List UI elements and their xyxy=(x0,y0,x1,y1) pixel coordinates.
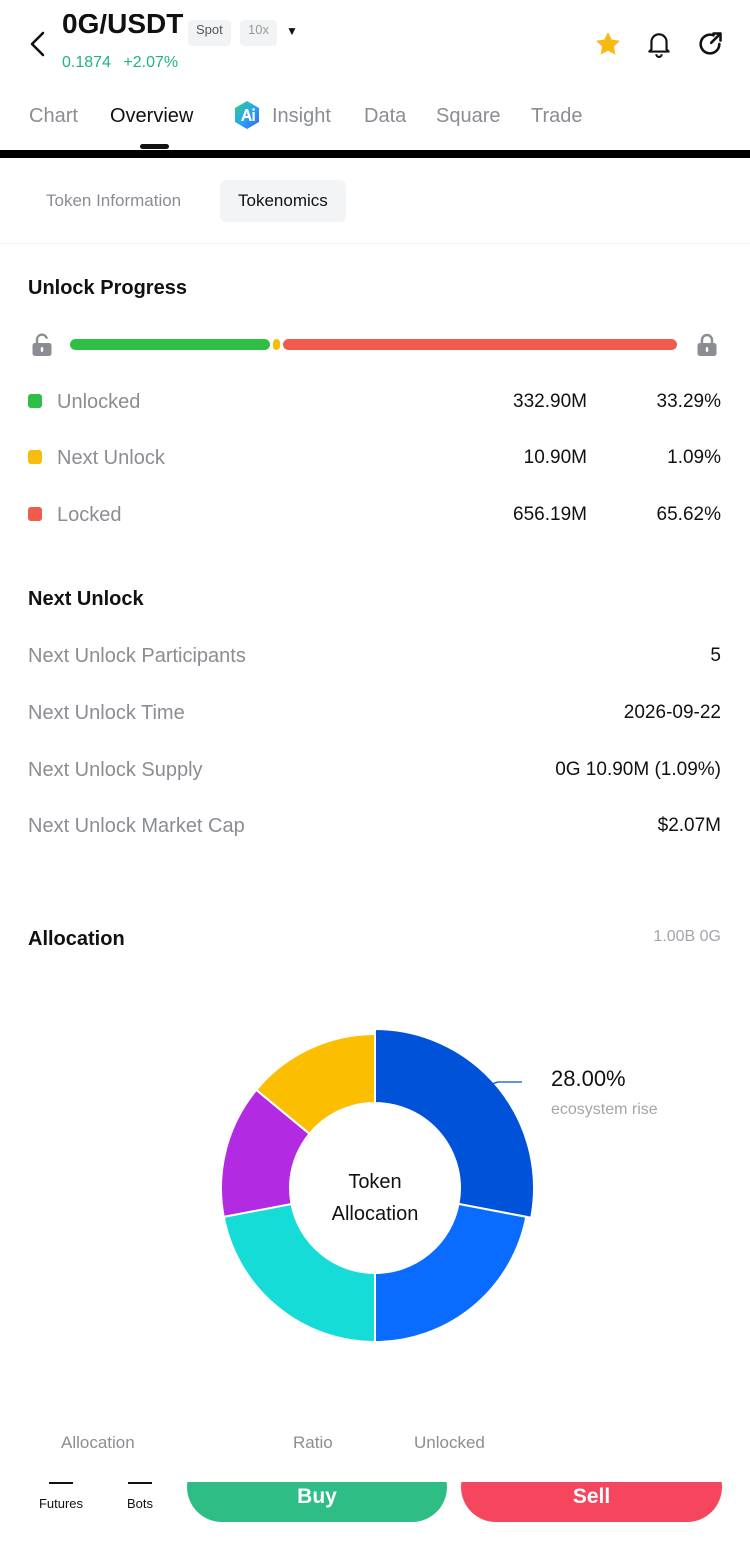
progress-segment-locked xyxy=(282,339,677,350)
legend-label: Unlocked xyxy=(57,391,141,413)
tab-data[interactable]: Data xyxy=(364,105,407,127)
price-change: +2.07% xyxy=(123,54,179,71)
active-tab-indicator xyxy=(140,144,169,149)
legend-percent: 65.62% xyxy=(656,504,721,525)
slice-ecosystem[interactable] xyxy=(374,1027,535,1219)
last-price: 0.1874 xyxy=(62,54,111,71)
subtab-token-information[interactable]: Token Information xyxy=(46,191,182,210)
donut-center-line1: Token xyxy=(348,1171,401,1193)
share-icon[interactable] xyxy=(694,28,726,60)
locked-lock-icon xyxy=(696,333,720,357)
kv-value: $2.07M xyxy=(657,815,721,836)
allocation-title: Allocation xyxy=(28,928,125,950)
tab-trade[interactable]: Trade xyxy=(531,105,583,127)
allocation-total-supply: 1.00B 0G xyxy=(653,928,721,945)
unlocked-lock-icon xyxy=(31,333,55,357)
legend-label: Locked xyxy=(57,504,122,526)
next-unlock-market-cap-row: Next Unlock Market Cap $2.07M xyxy=(0,811,750,841)
next-unlock-supply-row: Next Unlock Supply 0G 10.90M (1.09%) xyxy=(0,755,750,785)
subtab-tokenomics[interactable]: Tokenomics xyxy=(220,180,346,222)
kv-value: 5 xyxy=(710,645,721,666)
sub-tabs: Token Information Tokenomics xyxy=(0,168,750,244)
favorite-star-icon[interactable] xyxy=(592,28,624,60)
nav-bots-label: Bots xyxy=(126,1496,153,1511)
next-unlock-participants-row: Next Unlock Participants 5 xyxy=(0,641,750,671)
slice-2[interactable] xyxy=(374,1202,528,1344)
market-type-badge: Spot xyxy=(188,20,231,46)
buy-button[interactable]: Buy xyxy=(187,1482,447,1522)
th-ratio: Ratio xyxy=(293,1433,333,1452)
nav-bots[interactable]: Bots xyxy=(100,1482,180,1550)
callout-leader-line xyxy=(471,1081,522,1091)
legend-dot-next-unlock xyxy=(28,450,42,464)
kv-value: 2026-09-22 xyxy=(623,702,721,723)
nav-futures-label: Futures xyxy=(38,1496,84,1511)
legend-amount: 656.19M xyxy=(513,504,587,525)
futures-icon xyxy=(49,1482,73,1484)
bottom-action-bar: Futures Bots Buy Sell xyxy=(0,1482,750,1550)
tab-overview[interactable]: Overview xyxy=(110,105,194,127)
th-allocation: Allocation xyxy=(61,1433,135,1452)
legend-percent: 33.29% xyxy=(656,391,721,412)
donut-callout-value: 28.00% xyxy=(551,1066,626,1091)
unlock-progress-bar xyxy=(70,339,677,350)
legend-dot-unlocked xyxy=(28,394,42,408)
legend-row-locked: Locked 656.19M 65.62% xyxy=(0,500,750,530)
ai-insight-icon[interactable] xyxy=(231,99,263,131)
bots-icon xyxy=(128,1482,152,1484)
next-unlock-title: Next Unlock xyxy=(28,588,144,610)
legend-row-next-unlock: Next Unlock 10.90M 1.09% xyxy=(0,443,750,473)
bell-icon[interactable] xyxy=(643,28,675,60)
legend-amount: 332.90M xyxy=(513,391,587,412)
main-tabs: Chart Overview Insight Data Square Trade xyxy=(0,98,750,138)
kv-value: 0G 10.90M (1.09%) xyxy=(555,759,721,780)
legend-row-unlocked: Unlocked 332.90M 33.29% xyxy=(0,387,750,417)
legend-amount: 10.90M xyxy=(523,447,587,468)
kv-label: Next Unlock Supply xyxy=(28,759,203,781)
allocation-donut-chart[interactable]: Token Allocation xyxy=(150,1000,600,1380)
slice-5[interactable] xyxy=(254,1032,376,1136)
tab-insight[interactable]: Insight xyxy=(272,105,331,127)
donut-center-line2: Allocation xyxy=(332,1203,419,1225)
legend-label: Next Unlock xyxy=(57,447,165,469)
pair-selector[interactable]: 0G/USDT Spot 10x ▼ xyxy=(62,14,382,48)
legend-dot-locked xyxy=(28,507,42,521)
next-unlock-time-row: Next Unlock Time 2026-09-22 xyxy=(0,698,750,728)
sell-button[interactable]: Sell xyxy=(461,1482,722,1522)
progress-segment-unlocked xyxy=(70,339,271,350)
tab-chart[interactable]: Chart xyxy=(29,105,78,127)
kv-label: Next Unlock Time xyxy=(28,702,185,724)
allocation-table-header: Allocation Ratio Unlocked xyxy=(0,1430,750,1460)
nav-futures[interactable]: Futures xyxy=(21,1482,101,1550)
kv-label: Next Unlock Market Cap xyxy=(28,815,245,837)
back-icon[interactable] xyxy=(22,28,54,60)
header-divider xyxy=(0,150,750,158)
pair-title: 0G/USDT xyxy=(62,14,184,39)
legend-percent: 1.09% xyxy=(667,447,721,468)
tab-square[interactable]: Square xyxy=(436,105,501,127)
th-unlocked: Unlocked xyxy=(414,1433,485,1452)
caret-down-icon[interactable]: ▼ xyxy=(286,24,298,38)
leverage-badge: 10x xyxy=(240,20,277,46)
price-row: 0.1874 +2.07% xyxy=(62,54,186,72)
progress-segment-next-unlock xyxy=(273,339,280,350)
unlock-progress-title: Unlock Progress xyxy=(28,277,187,299)
kv-label: Next Unlock Participants xyxy=(28,645,246,667)
slice-3[interactable] xyxy=(222,1202,376,1344)
donut-callout-label: ecosystem rise xyxy=(551,1101,658,1118)
header: 0G/USDT Spot 10x ▼ 0.1874 +2.07% Chart O… xyxy=(0,0,750,150)
